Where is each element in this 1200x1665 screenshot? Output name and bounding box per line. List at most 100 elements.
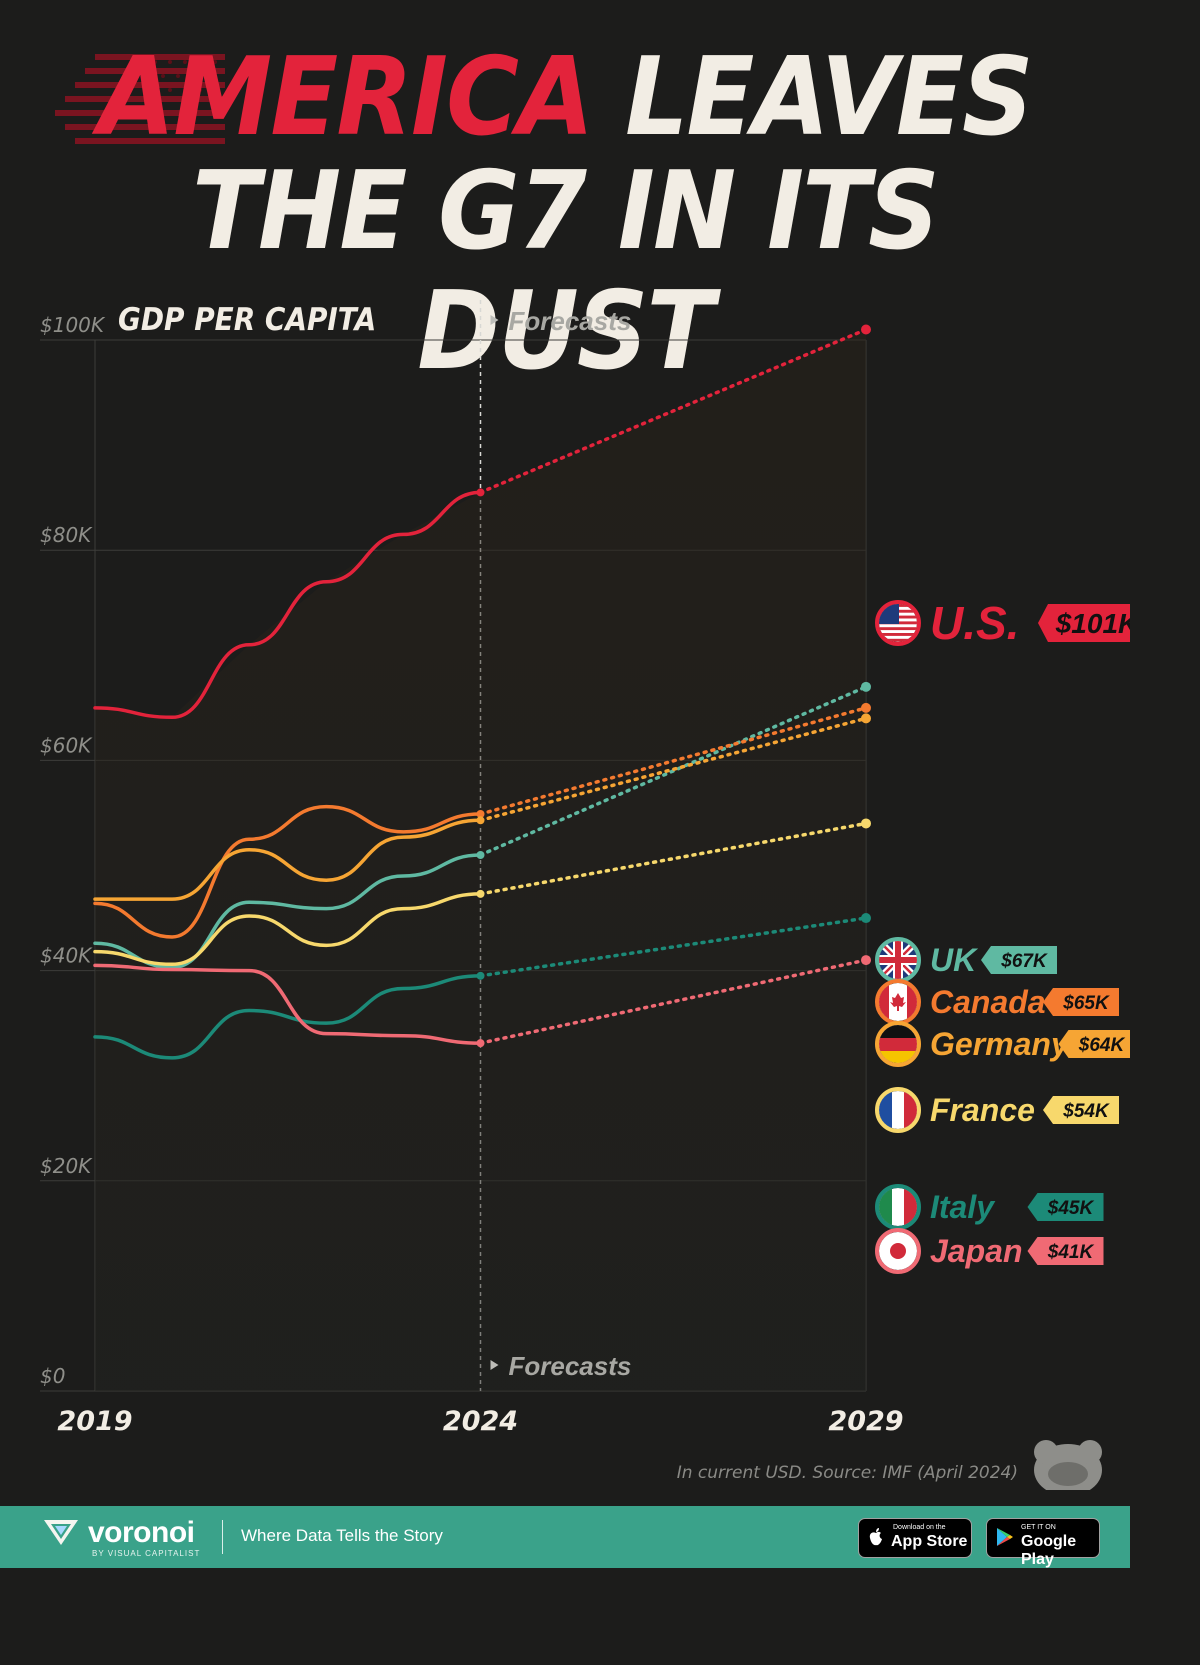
google-play-button[interactable]: GET IT ON Google Play bbox=[986, 1518, 1100, 1568]
value-badge bbox=[1043, 1096, 1119, 1124]
forecast-line-japan bbox=[478, 958, 868, 1045]
brand-subtitle: BY VISUAL CAPITALIST bbox=[92, 1549, 201, 1558]
value-badge-text: $54K bbox=[1062, 1101, 1110, 1122]
point-2024 bbox=[476, 971, 485, 980]
point-2029 bbox=[861, 913, 871, 924]
series-name: Germany bbox=[930, 1026, 1071, 1062]
value-badge bbox=[1027, 1237, 1104, 1265]
point-2029 bbox=[861, 713, 871, 724]
forecast-label-top: Forecasts bbox=[509, 306, 632, 336]
series-label-italy: Italy $45K bbox=[875, 1184, 1104, 1230]
series-line-germany bbox=[93, 818, 483, 901]
page-title-line-1: AMERICA LEAVES bbox=[45, 38, 1085, 158]
series-label-france: France $54K bbox=[875, 1087, 1119, 1133]
x-tick-label: 2029 bbox=[828, 1406, 903, 1437]
point-2024 bbox=[476, 810, 485, 819]
us-flag-icon bbox=[879, 604, 917, 642]
forecast-line-uk bbox=[478, 685, 868, 857]
forecast-line-canada bbox=[478, 706, 868, 816]
value-badge-text: $64K bbox=[1078, 1035, 1126, 1056]
japan-flag-icon bbox=[879, 1232, 917, 1270]
series-name: Japan bbox=[930, 1233, 1022, 1269]
voronoi-logo-icon bbox=[44, 1520, 78, 1545]
brand-name: voronoi bbox=[88, 1516, 195, 1549]
y-tick-label: $60K bbox=[40, 733, 93, 757]
google-play-label: Google Play bbox=[1021, 1533, 1077, 1568]
point-2024 bbox=[476, 816, 485, 825]
forecast-line-france bbox=[478, 821, 868, 896]
gdp-chart: $0 $20K $40K $60K $80K $100K Forecasts Forecast… bbox=[40, 300, 1130, 1490]
value-badge-text: $65K bbox=[1062, 993, 1110, 1014]
value-badge-text: $41K bbox=[1047, 1242, 1095, 1263]
point-2024 bbox=[476, 488, 485, 497]
area-band bbox=[95, 329, 866, 1391]
series-name: UK bbox=[930, 942, 979, 978]
y-tick-label: $40K bbox=[40, 944, 93, 968]
series-line-france bbox=[93, 892, 483, 967]
x-tick-label: 2024 bbox=[443, 1406, 518, 1437]
series-line-canada bbox=[93, 804, 483, 939]
visual-capitalist-mascot-icon bbox=[1034, 1440, 1102, 1490]
value-badge bbox=[1027, 1193, 1104, 1221]
point-2029 bbox=[861, 324, 871, 335]
series-label-canada: Canada $65K bbox=[875, 979, 1119, 1025]
series-name: Canada bbox=[930, 984, 1046, 1020]
series-label-japan: Japan $41K bbox=[875, 1228, 1104, 1274]
value-badge bbox=[981, 946, 1057, 974]
france-flag-icon bbox=[879, 1091, 917, 1129]
series-label-germany: Germany $64K bbox=[875, 1021, 1130, 1067]
series-line-japan bbox=[93, 963, 483, 1045]
play-triangle-icon bbox=[490, 315, 499, 325]
series-name: U.S. bbox=[930, 597, 1019, 649]
forecast-line-italy bbox=[478, 916, 868, 978]
series-line-uk bbox=[93, 853, 483, 970]
point-2029 bbox=[861, 818, 871, 829]
title-leaves: LEAVES bbox=[625, 35, 1033, 160]
uk-flag-icon bbox=[879, 941, 917, 979]
title-america: AMERICA bbox=[98, 35, 594, 160]
y-tick-label: $80K bbox=[40, 523, 93, 547]
app-store-small-label: Download on the bbox=[893, 1524, 946, 1531]
chart-title: GDP PER CAPITA bbox=[118, 302, 376, 338]
source-note: In current USD. Source: IMF (April 2024) bbox=[677, 1463, 1018, 1483]
google-play-icon bbox=[997, 1528, 1013, 1546]
play-triangle-icon bbox=[490, 1360, 499, 1370]
value-badge bbox=[1043, 988, 1119, 1016]
series-line-italy bbox=[93, 974, 483, 1060]
y-tick-label: $100K bbox=[40, 313, 106, 337]
canada-flag-icon bbox=[879, 983, 917, 1021]
series-label-us: U.S. $101K bbox=[875, 597, 1130, 649]
y-tick-label: $20K bbox=[40, 1154, 93, 1178]
series-name: France bbox=[930, 1092, 1035, 1128]
app-store-label: App Store bbox=[891, 1533, 968, 1550]
x-tick-label: 2019 bbox=[57, 1406, 132, 1437]
footer-divider bbox=[222, 1520, 223, 1554]
point-2029 bbox=[861, 702, 871, 713]
tagline: Where Data Tells the Story bbox=[241, 1526, 443, 1545]
series-label-uk: UK $67K bbox=[875, 937, 1057, 983]
value-badge-text: $67K bbox=[1000, 951, 1048, 972]
value-badge-text: $101K bbox=[1055, 608, 1130, 639]
value-badge bbox=[1038, 604, 1130, 642]
point-2024 bbox=[476, 850, 485, 859]
point-2029 bbox=[861, 681, 871, 692]
forecast-line-germany bbox=[478, 716, 868, 823]
page-title-line-2: THE G7 IN ITS DUST bbox=[192, 149, 940, 394]
series-name: Italy bbox=[930, 1189, 996, 1225]
point-2029 bbox=[861, 955, 871, 966]
apple-icon bbox=[869, 1528, 882, 1546]
flag-stripes-decoration bbox=[55, 54, 225, 144]
point-2024 bbox=[476, 889, 485, 898]
value-badge-text: $45K bbox=[1047, 1198, 1095, 1219]
forecast-line-us bbox=[478, 327, 868, 495]
italy-flag-icon bbox=[879, 1188, 917, 1226]
series-line-us bbox=[93, 490, 483, 720]
forecast-label-bottom: Forecasts bbox=[509, 1351, 632, 1381]
value-badge bbox=[1058, 1030, 1130, 1058]
y-tick-label: $0 bbox=[40, 1364, 65, 1388]
point-2024 bbox=[476, 1039, 485, 1048]
footer-bar: voronoi BY VISUAL CAPITALIST Where Data … bbox=[0, 1506, 1130, 1568]
app-store-button[interactable]: Download on the App Store bbox=[858, 1518, 972, 1558]
google-play-small-label: GET IT ON bbox=[1021, 1524, 1056, 1531]
germany-flag-icon bbox=[879, 1025, 917, 1063]
